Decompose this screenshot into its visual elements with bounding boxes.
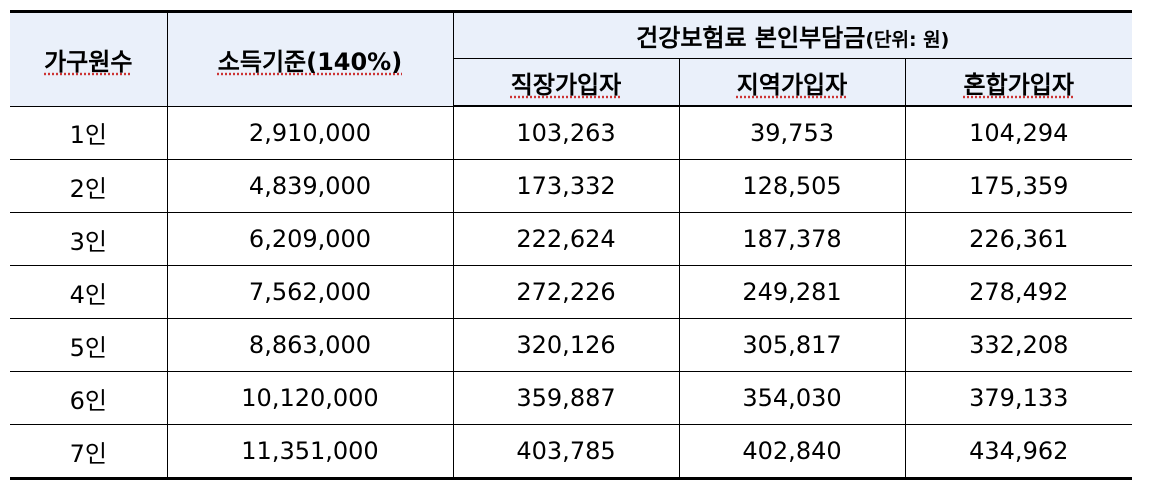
- cell-employee: 272,226: [452, 265, 680, 319]
- table-row: 5인 8,863,000 320,126 305,817 332,208: [10, 318, 1132, 372]
- cell-employee: 103,263: [452, 106, 680, 160]
- header-premium-group: 건강보험료 본인부담금(단위: 원): [452, 10, 1132, 59]
- premium-table-container: 가구원수 소득기준(140%) 건강보험료 본인부담금(단위: 원) 직장가입자…: [10, 10, 1132, 480]
- header-premium-label: 건강보험료 본인부담금: [636, 24, 866, 52]
- premium-table: 가구원수 소득기준(140%) 건강보험료 본인부담금(단위: 원) 직장가입자…: [10, 10, 1132, 480]
- cell-employee: 403,785: [452, 424, 680, 480]
- cell-household: 7인: [10, 424, 168, 480]
- cell-income: 4,839,000: [166, 159, 454, 213]
- cell-regional: 187,378: [678, 212, 906, 266]
- table-row: 7인 11,351,000 403,785 402,840 434,962: [10, 424, 1132, 480]
- cell-regional: 402,840: [678, 424, 906, 480]
- table-row: 4인 7,562,000 272,226 249,281 278,492: [10, 265, 1132, 319]
- cell-regional: 128,505: [678, 159, 906, 213]
- table-body: 1인 2,910,000 103,263 39,753 104,294 2인 4…: [10, 106, 1132, 480]
- table-row: 2인 4,839,000 173,332 128,505 175,359: [10, 159, 1132, 213]
- cell-household: 6인: [10, 371, 168, 425]
- cell-mixed: 226,361: [904, 212, 1132, 266]
- cell-household: 2인: [10, 159, 168, 213]
- table-row: 6인 10,120,000 359,887 354,030 379,133: [10, 371, 1132, 425]
- header-regional-label: 지역가입자: [736, 70, 848, 99]
- cell-household: 5인: [10, 318, 168, 372]
- cell-household: 3인: [10, 212, 168, 266]
- header-mixed-label: 혼합가입자: [963, 70, 1074, 99]
- cell-regional: 354,030: [678, 371, 906, 425]
- header-mixed: 혼합가입자: [904, 58, 1132, 107]
- header-household-label: 가구원수: [44, 47, 133, 76]
- table-row: 1인 2,910,000 103,263 39,753 104,294: [10, 106, 1132, 160]
- header-employee-label: 직장가입자: [510, 70, 622, 99]
- cell-regional: 249,281: [678, 265, 906, 319]
- cell-regional: 305,817: [678, 318, 906, 372]
- table-row: 3인 6,209,000 222,624 187,378 226,361: [10, 212, 1132, 266]
- cell-employee: 359,887: [452, 371, 680, 425]
- cell-mixed: 175,359: [904, 159, 1132, 213]
- cell-regional: 39,753: [678, 106, 906, 160]
- header-income: 소득기준(140%): [166, 10, 454, 107]
- cell-employee: 173,332: [452, 159, 680, 213]
- cell-mixed: 278,492: [904, 265, 1132, 319]
- cell-household: 1인: [10, 106, 168, 160]
- header-household: 가구원수: [10, 10, 168, 107]
- cell-income: 2,910,000: [166, 106, 454, 160]
- cell-mixed: 379,133: [904, 371, 1132, 425]
- cell-employee: 222,624: [452, 212, 680, 266]
- header-row-1: 가구원수 소득기준(140%) 건강보험료 본인부담금(단위: 원): [10, 10, 1132, 107]
- cell-income: 6,209,000: [166, 212, 454, 266]
- cell-mixed: 434,962: [904, 424, 1132, 480]
- table-header: 가구원수 소득기준(140%) 건강보험료 본인부담금(단위: 원) 직장가입자…: [10, 10, 1132, 107]
- header-income-label: 소득기준(140%): [217, 47, 403, 76]
- cell-mixed: 104,294: [904, 106, 1132, 160]
- cell-mixed: 332,208: [904, 318, 1132, 372]
- cell-income: 11,351,000: [166, 424, 454, 480]
- cell-income: 10,120,000: [166, 371, 454, 425]
- header-employee: 직장가입자: [453, 58, 680, 107]
- cell-income: 7,562,000: [166, 265, 454, 319]
- cell-employee: 320,126: [452, 318, 680, 372]
- header-regional: 지역가입자: [678, 58, 906, 107]
- cell-household: 4인: [10, 265, 168, 319]
- header-row-2: 직장가입자 지역가입자 혼합가입자: [10, 58, 1132, 107]
- cell-income: 8,863,000: [166, 318, 454, 372]
- header-premium-unit: (단위: 원): [865, 29, 950, 51]
